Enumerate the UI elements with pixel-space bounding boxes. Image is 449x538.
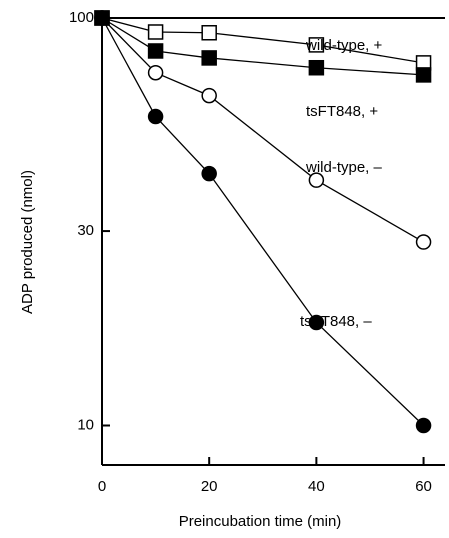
marker xyxy=(147,108,164,125)
y-tick-label: 100 xyxy=(69,9,94,26)
marker xyxy=(201,87,217,104)
series-label: tsFT848, – xyxy=(300,313,372,330)
marker xyxy=(147,24,164,40)
marker xyxy=(415,417,432,434)
y-tick-label: 10 xyxy=(77,416,94,433)
marker xyxy=(415,67,432,83)
x-axis-label: Preincubation time (min) xyxy=(179,513,342,530)
x-tick-label: 60 xyxy=(415,478,432,495)
series-label: wild-type, + xyxy=(305,37,383,54)
marker xyxy=(308,172,325,188)
marker xyxy=(415,234,432,250)
marker xyxy=(308,59,325,76)
x-tick-label: 20 xyxy=(201,478,218,495)
x-tick-label: 0 xyxy=(98,478,106,495)
series-line xyxy=(101,17,425,426)
y-axis-label: ADP produced (nmol) xyxy=(19,170,36,314)
marker xyxy=(201,25,217,41)
marker xyxy=(201,50,217,66)
marker xyxy=(308,37,325,53)
y-tick-label: 30 xyxy=(77,222,94,239)
marker xyxy=(147,43,164,59)
x-tick-label: 40 xyxy=(308,478,325,495)
series-label: tsFT848, + xyxy=(306,103,378,120)
marker xyxy=(201,165,217,182)
series-label: wild-type, – xyxy=(305,159,383,176)
marker xyxy=(308,314,325,331)
marker xyxy=(147,64,164,81)
marker xyxy=(94,10,110,26)
